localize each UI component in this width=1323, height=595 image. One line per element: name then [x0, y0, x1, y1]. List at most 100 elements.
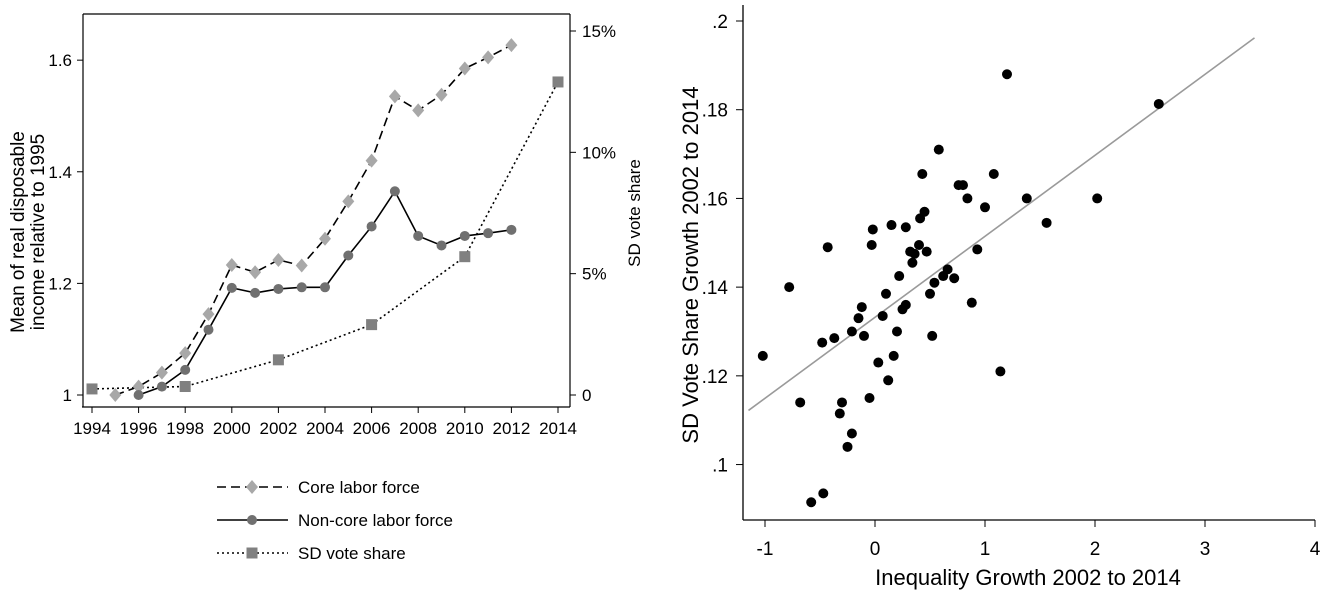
- scatter-point: [795, 397, 806, 408]
- y-tick-label: .2: [712, 12, 728, 33]
- x-tick-label: 2002: [259, 419, 297, 438]
- y2-tick-label: 0: [582, 386, 591, 405]
- scatter-point: [907, 257, 918, 268]
- scatter-point: [1153, 98, 1164, 109]
- scatter-point: [900, 222, 911, 233]
- scatter-point: [822, 242, 833, 253]
- series-2-point: [226, 282, 237, 293]
- series-3-point: [366, 319, 378, 331]
- scatter-point: [859, 330, 869, 341]
- x-tick-label: 2014: [539, 419, 577, 438]
- x-tick-label: 2004: [306, 419, 344, 438]
- series-1-point: [412, 103, 425, 118]
- y-tick-label: 1.4: [48, 163, 72, 182]
- x-tick-label: 1: [980, 539, 991, 560]
- series-1-point: [109, 388, 122, 402]
- x-tick-label: 2006: [353, 419, 391, 438]
- series-3-point: [459, 251, 471, 263]
- series-3-point: [272, 354, 284, 366]
- series-2-point: [180, 364, 191, 375]
- scatter-point: [873, 357, 884, 368]
- series-2-point: [483, 228, 494, 239]
- scatter-point: [877, 310, 888, 321]
- scatter-point: [927, 330, 938, 341]
- scatter-point: [864, 393, 875, 404]
- scatter-point: [829, 333, 840, 344]
- scatter-point: [842, 441, 853, 452]
- series-2-point: [273, 283, 284, 294]
- x-tick-label: 4: [1310, 539, 1321, 560]
- fit-line: [748, 37, 1255, 412]
- scatter-point: [834, 408, 845, 419]
- scatter-point: [900, 299, 911, 310]
- x-tick-label: 1994: [73, 419, 111, 438]
- x-tick-label: 2008: [399, 419, 437, 438]
- x-tick-label: 2000: [213, 419, 251, 438]
- scatter-point: [921, 246, 932, 257]
- y-tick-label: .14: [702, 278, 729, 299]
- y-tick-label: 1: [63, 386, 72, 405]
- scatter-point: [837, 397, 847, 408]
- series-1-point: [482, 50, 495, 65]
- scatter-point: [1041, 217, 1052, 228]
- legend: Core labor force Non-core labor force SD v…: [217, 478, 453, 563]
- series-3-point: [86, 383, 98, 395]
- scatter-point: [909, 248, 920, 259]
- x-axis-title: Inequality Growth 2002 to 2014: [875, 565, 1181, 590]
- scatter-point: [867, 224, 878, 235]
- scatter-point: [942, 264, 953, 275]
- x-tick-label: 1996: [120, 419, 158, 438]
- x-tick-label: 1998: [166, 419, 204, 438]
- scatter-point: [881, 288, 891, 299]
- scatter-point: [1021, 193, 1032, 204]
- scatter-point: [818, 488, 829, 499]
- scatter-point: [958, 180, 968, 191]
- series-3-point: [552, 76, 564, 88]
- x-tick-label: 0: [870, 539, 881, 560]
- x-tick-label: 3: [1200, 539, 1211, 560]
- y-tick-label: .12: [702, 367, 728, 388]
- right-y-axis-title: SD vote share: [625, 159, 640, 267]
- scatter-point: [980, 202, 990, 213]
- y2-tick-label: 10%: [582, 143, 616, 162]
- y-axis-title-line-1: Mean of real disposable: [8, 131, 29, 333]
- series-1-point: [272, 252, 285, 267]
- scatter-point: [972, 244, 983, 255]
- y-tick-label: .18: [702, 101, 728, 122]
- scatter-point: [915, 213, 926, 224]
- scatter-point: [995, 366, 1006, 377]
- series-1-point: [155, 365, 168, 380]
- scatter-point: [866, 239, 877, 250]
- x-tick-label: 2012: [492, 419, 530, 438]
- scatter-point: [953, 180, 964, 191]
- scatter-point: [853, 313, 864, 324]
- scatter-point: [817, 337, 828, 348]
- scatter-point: [933, 144, 944, 155]
- series-2-point: [133, 390, 144, 400]
- x-tick-label: 2010: [446, 419, 484, 438]
- series-2-point: [366, 221, 377, 232]
- scatter-point: [919, 206, 930, 217]
- scatter-point: [988, 169, 999, 180]
- series-2-point: [250, 287, 261, 298]
- series-1-point: [435, 87, 448, 102]
- series-1-point: [342, 194, 355, 209]
- x-tick-label: 2: [1090, 539, 1101, 560]
- legend-label-1: Core labor force: [298, 478, 420, 497]
- series-1-point: [202, 307, 215, 322]
- scatter-point: [966, 297, 977, 308]
- scatter-point: [856, 302, 867, 313]
- series-line-2: [138, 189, 512, 396]
- series-2-point: [156, 381, 167, 392]
- scatter-point: [897, 304, 908, 315]
- series-1-point: [132, 379, 145, 394]
- series-1-point: [319, 231, 331, 246]
- scatter-point: [905, 246, 916, 257]
- scatter-point: [894, 271, 905, 282]
- scatter-point: [938, 271, 949, 282]
- y-axis-title-line-2: income relative to 1995: [28, 134, 49, 330]
- scatter-point: [1002, 69, 1012, 80]
- series-1-point: [225, 257, 238, 272]
- series-2-point: [296, 282, 307, 293]
- series-1-point: [179, 346, 192, 361]
